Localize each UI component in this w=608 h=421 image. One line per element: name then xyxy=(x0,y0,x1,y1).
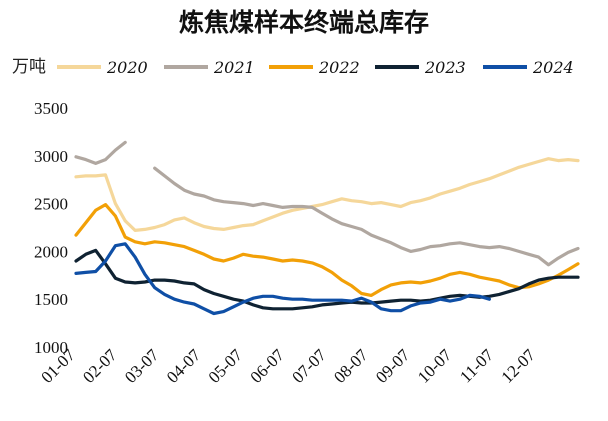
legend-item-2024: 2024 xyxy=(483,58,574,77)
legend-label: 2021 xyxy=(213,58,255,77)
series-2022 xyxy=(74,203,580,297)
legend-item-2023: 2023 xyxy=(375,58,466,77)
plot-area xyxy=(74,140,580,316)
x-tick-label: 12-07 xyxy=(498,345,540,387)
series-line-2020 xyxy=(74,157,580,232)
x-tick-label: 05-07 xyxy=(205,345,247,387)
series-line-2021 xyxy=(153,166,580,267)
series-line-2022 xyxy=(74,203,580,297)
chart-title: 炼焦煤样本终端总库存 xyxy=(179,8,429,37)
x-tick-label: 09-07 xyxy=(372,345,414,387)
series-2024 xyxy=(74,242,491,316)
legend-label: 2023 xyxy=(424,58,466,77)
series-line-2023 xyxy=(74,248,580,311)
legend-item-2021: 2021 xyxy=(164,58,255,77)
x-tick-label: 07-07 xyxy=(288,345,330,387)
x-tick-label: 02-07 xyxy=(79,345,121,387)
x-tick-label: 10-07 xyxy=(414,345,456,387)
y-tick-label: 1500 xyxy=(34,290,68,309)
series-line-2021 xyxy=(74,140,127,165)
series-2020 xyxy=(74,157,580,232)
y-tick-label: 1000 xyxy=(34,338,68,357)
x-axis: 01-07 02-07 03-07 04-07 05-07 06-07 07-07 08-07… xyxy=(37,345,539,387)
legend-item-2020: 2020 xyxy=(57,58,148,77)
y-tick-label: 2500 xyxy=(34,195,68,214)
legend-item-2022: 2022 xyxy=(269,58,360,77)
unit-label: 万吨 xyxy=(12,57,46,77)
legend-label: 2022 xyxy=(318,58,360,77)
x-tick-label: 08-07 xyxy=(330,345,372,387)
y-tick-label: 3000 xyxy=(34,147,68,166)
legend-label: 2024 xyxy=(532,58,574,77)
x-tick-label: 03-07 xyxy=(121,345,163,387)
series-line-2024 xyxy=(74,242,491,316)
x-tick-label: 11-07 xyxy=(456,345,497,386)
y-axis: 1000 1500 2000 2500 3000 3500 xyxy=(34,99,68,357)
series-2021 xyxy=(74,140,580,267)
legend-label: 2020 xyxy=(106,58,148,77)
x-tick-label: 04-07 xyxy=(163,345,205,387)
legend: 2020 2021 2022 2023 2024 xyxy=(57,58,574,77)
series-2023 xyxy=(74,248,580,311)
y-tick-label: 3500 xyxy=(34,99,68,118)
x-tick-label: 06-07 xyxy=(247,345,289,387)
y-tick-label: 2000 xyxy=(34,242,68,261)
